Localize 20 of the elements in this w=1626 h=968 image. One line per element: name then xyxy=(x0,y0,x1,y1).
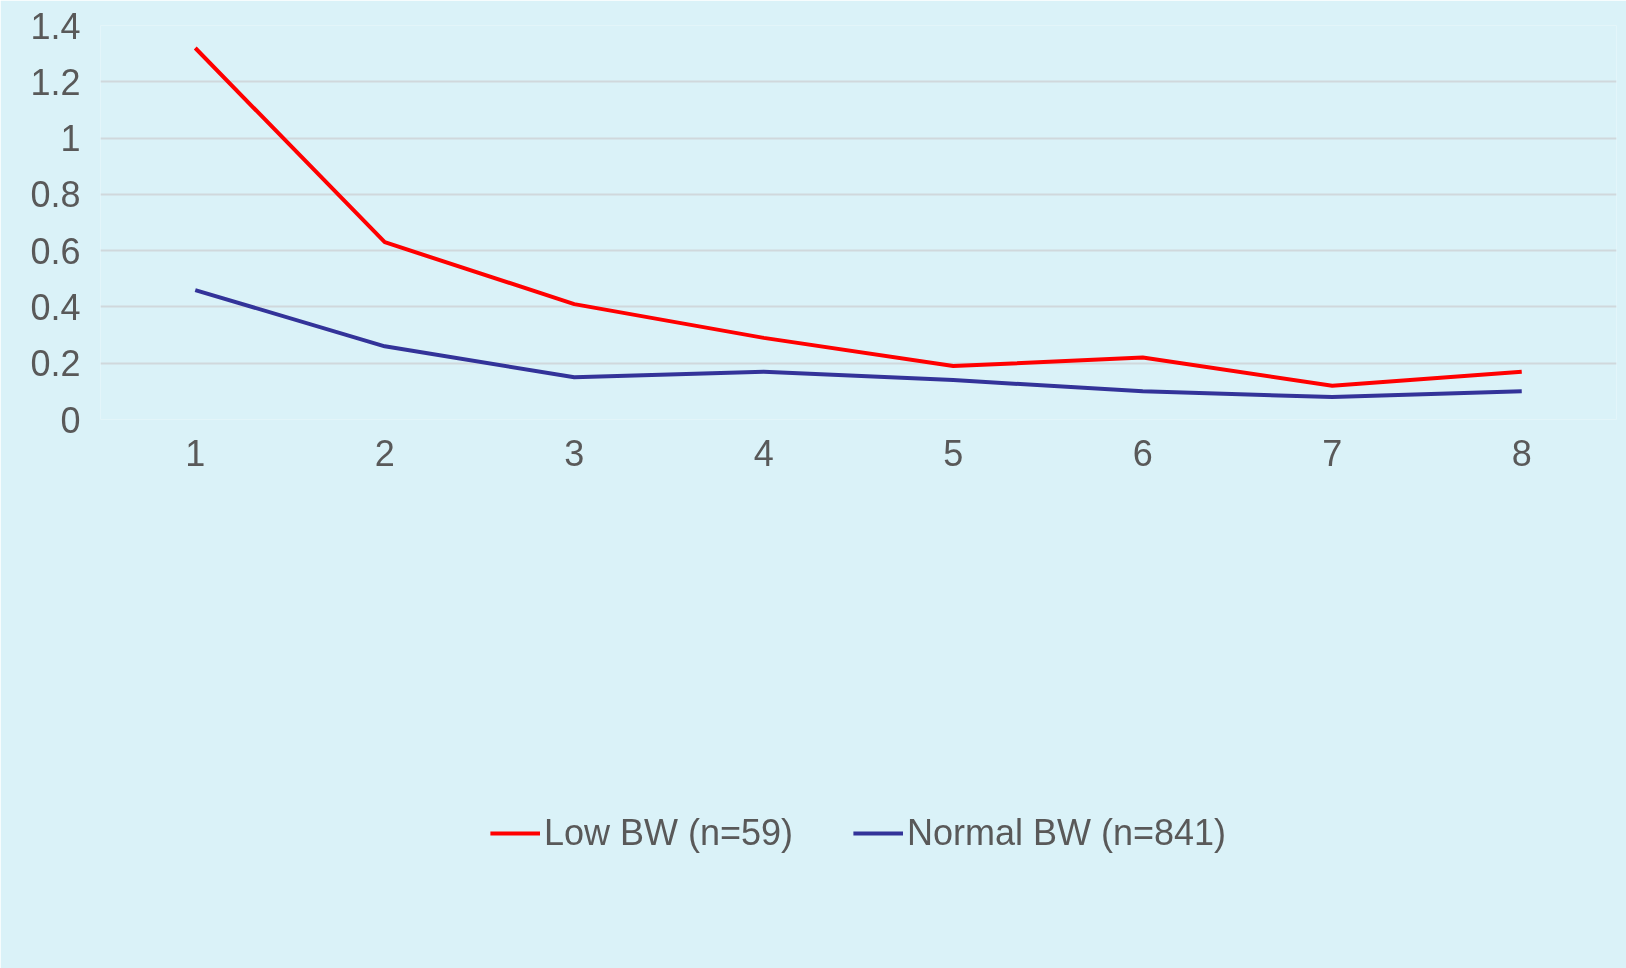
y-tick-label: 0 xyxy=(60,399,81,441)
x-tick-label: 8 xyxy=(1511,432,1532,474)
line-series xyxy=(193,46,1524,388)
y-tick-label: 0.2 xyxy=(30,343,81,385)
x-tick-label: 1 xyxy=(185,432,206,474)
y-tick-label: 1 xyxy=(60,118,81,160)
y-tick-label: 0.4 xyxy=(30,286,81,328)
y-tick-label: 1.2 xyxy=(30,61,81,103)
x-tick-label: 4 xyxy=(753,432,774,474)
x-tick-label: 3 xyxy=(564,432,585,474)
y-tick-label: 0.6 xyxy=(30,230,81,272)
legend-label: Normal BW (n=841) xyxy=(907,811,1227,854)
line-series xyxy=(193,288,1524,399)
y-tick-label: 1.4 xyxy=(30,5,81,47)
legend-label: Low BW (n=59) xyxy=(543,811,793,854)
x-tick-label: 7 xyxy=(1322,432,1343,474)
x-tick-label: 6 xyxy=(1132,432,1153,474)
x-tick-label: 2 xyxy=(374,432,395,474)
x-tick-label: 5 xyxy=(943,432,964,474)
y-tick-label: 0.8 xyxy=(30,174,81,216)
